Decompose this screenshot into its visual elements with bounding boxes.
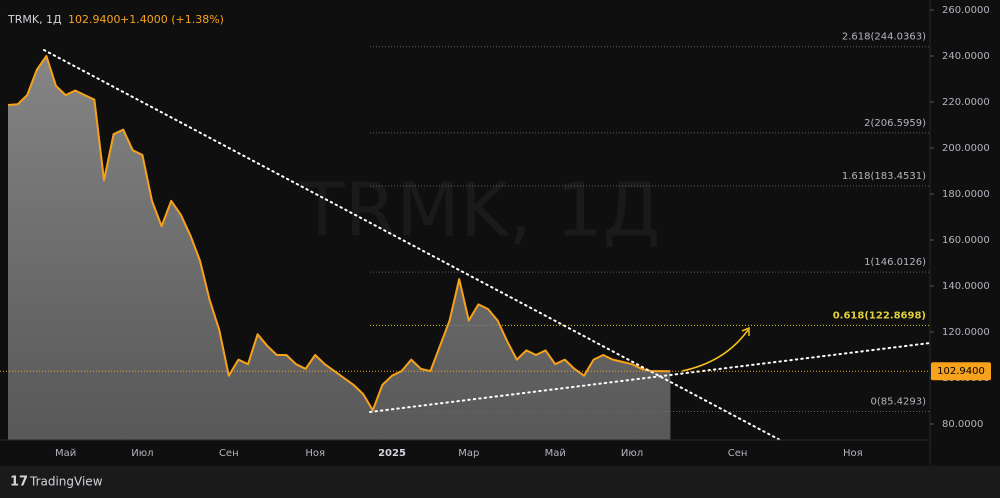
y-tick-label: 260.0000 [942,5,990,16]
y-tick-label: 220.0000 [942,97,990,108]
x-tick-label: Ноя [305,448,325,459]
x-tick-label: Июл [131,448,153,459]
x-tick-label: Сен [219,448,239,459]
price-line [7,55,671,412]
price-tag [931,362,991,381]
y-tick-label: 200.0000 [942,143,990,154]
y-tick-label: 180.0000 [942,189,990,200]
x-tick-label: 2025 [378,448,406,459]
y-tick-label: 120.0000 [942,327,990,338]
fib-label: 2(206.5959) [864,118,926,129]
x-tick-label: Мар [458,448,479,459]
y-tick-label: 160.0000 [942,235,990,246]
symbol: TRMK, 1Д [7,13,62,26]
y-tick-label: 240.0000 [942,51,990,62]
footer [0,466,1000,498]
x-tick-label: Сен [728,448,748,459]
x-tick-label: Июл [621,448,643,459]
projection-arrow [681,329,749,372]
fib-label: 0.618(122.8698) [833,310,926,321]
branding: TradingView [29,475,103,489]
fib-label: 0(85.4293) [870,397,926,408]
last-price: 102.9400 [68,13,121,26]
fib-label: 2.618(244.0363) [842,32,926,43]
y-tick-label: 80.0000 [942,419,983,430]
trend-line [43,49,781,441]
trend-line [369,342,931,413]
price-change: +1.4000 (+1.38%) [120,13,224,26]
x-tick-label: Май [55,448,76,459]
x-tick-label: Май [545,448,566,459]
fib-label: 1.618(183.4531) [842,171,926,182]
price-area [8,56,671,440]
logo-mark: 17 [10,475,28,490]
arrow-head [741,326,750,336]
fib-label: 1(146.0126) [864,257,926,268]
x-tick-label: Ноя [843,448,863,459]
watermark: TRMK, 1Д [299,168,661,254]
price-tag-label: 102.9400 [937,366,985,377]
y-tick-label: 140.0000 [942,281,990,292]
